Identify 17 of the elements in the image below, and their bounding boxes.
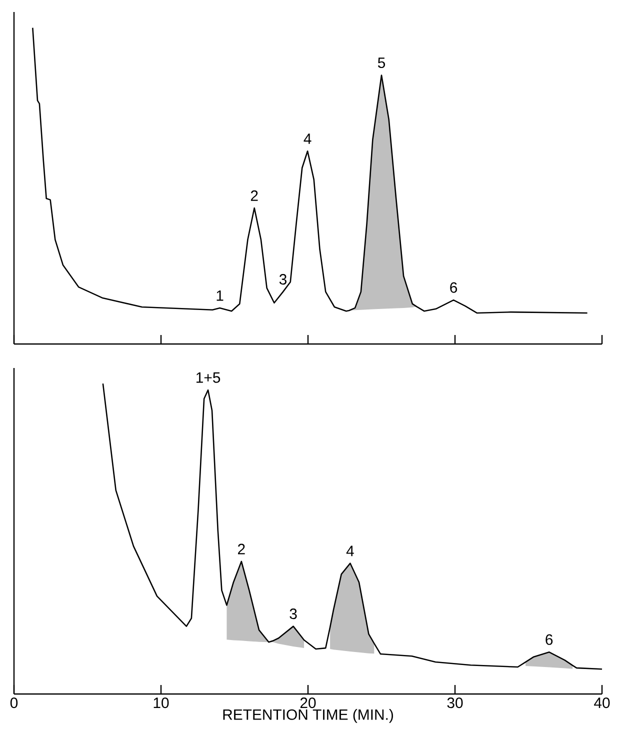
annotation: 6	[450, 282, 458, 293]
x-tick-label: 40	[594, 698, 610, 708]
annotation: 4	[304, 134, 312, 144]
x-tick-label: 10	[154, 698, 169, 708]
annotation: 3	[279, 274, 287, 285]
x-axis-title: RETENTION TIME (MIN.)	[223, 708, 393, 723]
annotation: 2	[250, 190, 258, 201]
annotation: 6	[546, 634, 553, 645]
x-tick-label: 20	[300, 698, 316, 708]
x-tick-label: 30	[447, 698, 463, 708]
annotation: 4	[346, 546, 354, 556]
annotation: 2	[238, 544, 245, 554]
x-tick-label: 0	[10, 698, 18, 708]
annotation: 3	[290, 608, 297, 620]
annotation: 5	[378, 58, 386, 68]
annotation: 1+5	[196, 372, 220, 383]
annotation: 1	[216, 290, 224, 301]
